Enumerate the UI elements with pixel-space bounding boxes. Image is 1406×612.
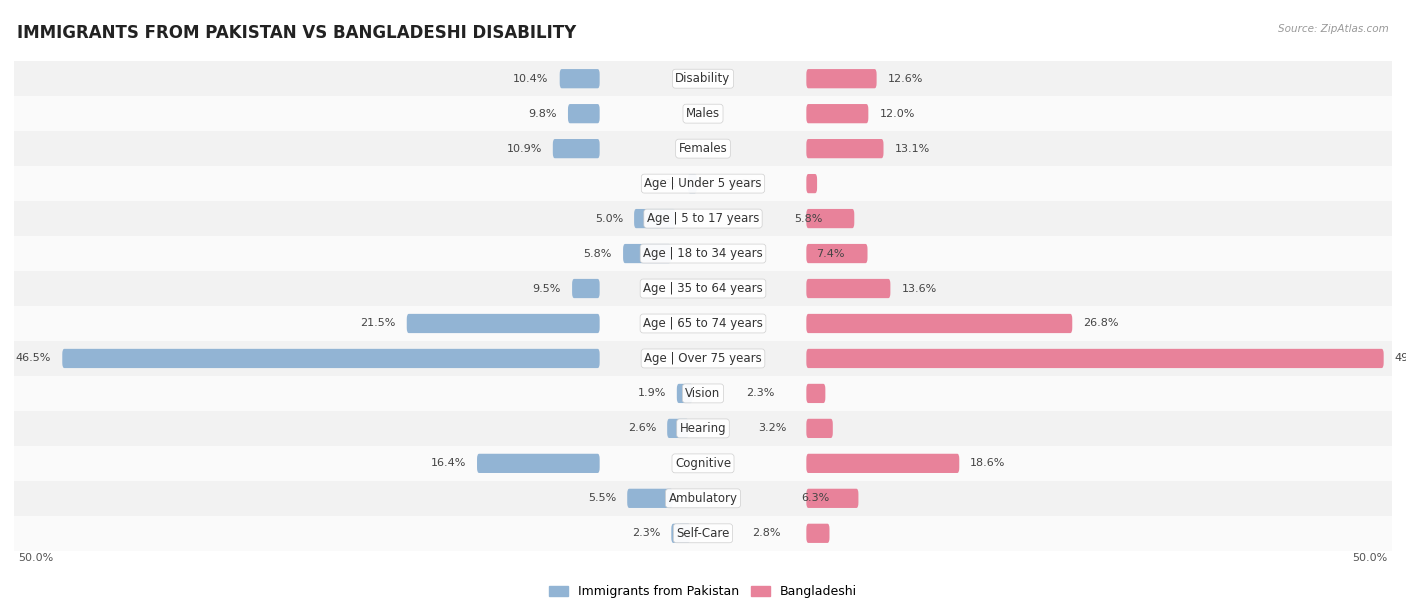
Text: 5.8%: 5.8% xyxy=(583,248,612,258)
Text: Disability: Disability xyxy=(675,72,731,85)
FancyBboxPatch shape xyxy=(807,489,859,508)
Text: 6.3%: 6.3% xyxy=(801,493,830,503)
Text: Females: Females xyxy=(679,142,727,155)
Bar xyxy=(14,516,1392,551)
FancyBboxPatch shape xyxy=(807,209,855,228)
Bar xyxy=(14,131,1392,166)
Text: 10.4%: 10.4% xyxy=(513,73,548,84)
Text: 9.5%: 9.5% xyxy=(533,283,561,294)
Text: 7.4%: 7.4% xyxy=(815,248,845,258)
Bar xyxy=(14,481,1392,516)
Text: 50.0%: 50.0% xyxy=(18,553,53,562)
Bar xyxy=(14,201,1392,236)
FancyBboxPatch shape xyxy=(568,104,599,123)
FancyBboxPatch shape xyxy=(807,384,825,403)
Text: 50.0%: 50.0% xyxy=(1353,553,1388,562)
FancyBboxPatch shape xyxy=(807,174,817,193)
Text: 1.9%: 1.9% xyxy=(637,389,666,398)
Text: 9.8%: 9.8% xyxy=(529,109,557,119)
FancyBboxPatch shape xyxy=(688,174,697,193)
Text: 2.8%: 2.8% xyxy=(752,528,782,539)
FancyBboxPatch shape xyxy=(807,419,832,438)
Text: Cognitive: Cognitive xyxy=(675,457,731,470)
Legend: Immigrants from Pakistan, Bangladeshi: Immigrants from Pakistan, Bangladeshi xyxy=(544,580,862,603)
Text: Age | 65 to 74 years: Age | 65 to 74 years xyxy=(643,317,763,330)
FancyBboxPatch shape xyxy=(553,139,599,159)
Text: IMMIGRANTS FROM PAKISTAN VS BANGLADESHI DISABILITY: IMMIGRANTS FROM PAKISTAN VS BANGLADESHI … xyxy=(17,24,576,42)
Bar xyxy=(14,306,1392,341)
Text: 13.6%: 13.6% xyxy=(901,283,936,294)
Text: 46.5%: 46.5% xyxy=(15,354,51,364)
FancyBboxPatch shape xyxy=(807,349,1384,368)
Text: 16.4%: 16.4% xyxy=(430,458,465,468)
FancyBboxPatch shape xyxy=(668,419,689,438)
Text: Age | Under 5 years: Age | Under 5 years xyxy=(644,177,762,190)
FancyBboxPatch shape xyxy=(807,139,883,159)
FancyBboxPatch shape xyxy=(807,524,830,543)
Text: Age | 5 to 17 years: Age | 5 to 17 years xyxy=(647,212,759,225)
Text: Age | 35 to 64 years: Age | 35 to 64 years xyxy=(643,282,763,295)
Text: 3.2%: 3.2% xyxy=(758,424,786,433)
FancyBboxPatch shape xyxy=(406,314,599,333)
FancyBboxPatch shape xyxy=(627,489,672,508)
Bar xyxy=(14,446,1392,481)
Bar xyxy=(14,236,1392,271)
Bar xyxy=(14,61,1392,96)
Text: Age | Over 75 years: Age | Over 75 years xyxy=(644,352,762,365)
Text: Hearing: Hearing xyxy=(679,422,727,435)
Text: Males: Males xyxy=(686,107,720,120)
Bar xyxy=(14,376,1392,411)
FancyBboxPatch shape xyxy=(572,279,599,298)
FancyBboxPatch shape xyxy=(560,69,599,88)
FancyBboxPatch shape xyxy=(807,453,959,473)
Text: Vision: Vision xyxy=(685,387,721,400)
Text: 12.6%: 12.6% xyxy=(887,73,922,84)
Text: 26.8%: 26.8% xyxy=(1083,318,1119,329)
Bar xyxy=(14,271,1392,306)
Text: Self-Care: Self-Care xyxy=(676,527,730,540)
Text: 12.0%: 12.0% xyxy=(879,109,915,119)
Text: 2.3%: 2.3% xyxy=(631,528,661,539)
Bar xyxy=(14,166,1392,201)
Text: 1.3%: 1.3% xyxy=(733,179,761,188)
Text: 5.8%: 5.8% xyxy=(794,214,823,223)
Bar xyxy=(14,96,1392,131)
Text: 10.9%: 10.9% xyxy=(506,144,541,154)
FancyBboxPatch shape xyxy=(62,349,599,368)
Text: Ambulatory: Ambulatory xyxy=(668,492,738,505)
Text: 5.5%: 5.5% xyxy=(588,493,616,503)
Text: 49.4%: 49.4% xyxy=(1395,354,1406,364)
FancyBboxPatch shape xyxy=(807,244,868,263)
Text: 21.5%: 21.5% xyxy=(360,318,395,329)
Text: 5.0%: 5.0% xyxy=(595,214,623,223)
FancyBboxPatch shape xyxy=(623,244,671,263)
FancyBboxPatch shape xyxy=(807,314,1073,333)
FancyBboxPatch shape xyxy=(671,524,690,543)
FancyBboxPatch shape xyxy=(807,279,890,298)
Text: 2.6%: 2.6% xyxy=(627,424,657,433)
Text: Age | 18 to 34 years: Age | 18 to 34 years xyxy=(643,247,763,260)
FancyBboxPatch shape xyxy=(676,384,693,403)
FancyBboxPatch shape xyxy=(634,209,675,228)
Text: 18.6%: 18.6% xyxy=(970,458,1005,468)
Text: 2.3%: 2.3% xyxy=(745,389,775,398)
Text: 1.1%: 1.1% xyxy=(648,179,676,188)
Text: Source: ZipAtlas.com: Source: ZipAtlas.com xyxy=(1278,24,1389,34)
FancyBboxPatch shape xyxy=(477,453,599,473)
Bar xyxy=(14,411,1392,446)
FancyBboxPatch shape xyxy=(807,104,869,123)
Text: 13.1%: 13.1% xyxy=(894,144,929,154)
FancyBboxPatch shape xyxy=(807,69,876,88)
Bar xyxy=(14,341,1392,376)
